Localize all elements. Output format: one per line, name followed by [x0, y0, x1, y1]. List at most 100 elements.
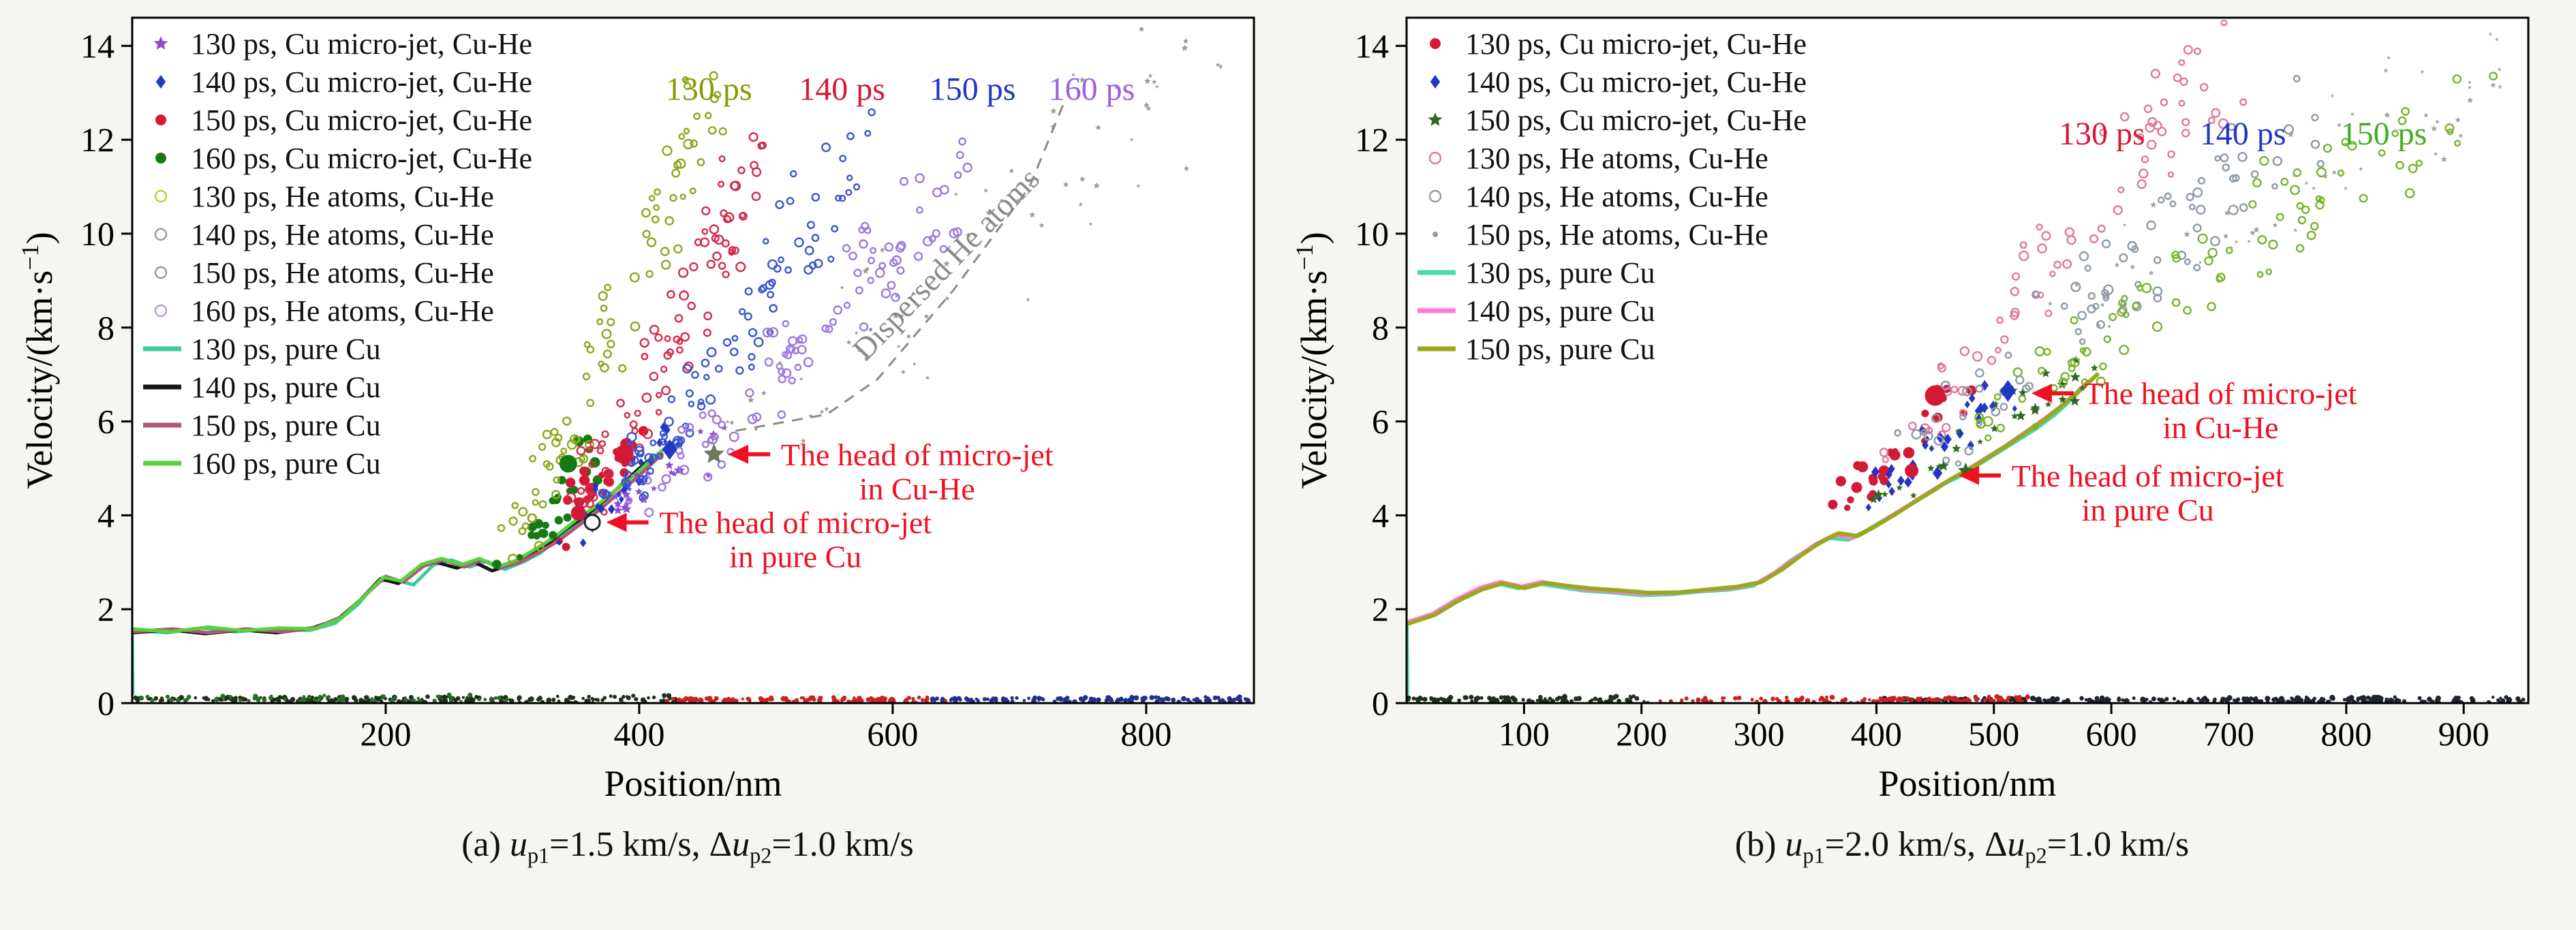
y-axis-title: Velocity/(km·s−1)	[16, 232, 60, 489]
time-label: 160 ps	[1049, 72, 1135, 108]
caption-b: (b) up1=2.0 km/s, Δup2=1.0 km/s	[1291, 824, 2545, 868]
legend-item: 140 ps, Cu micro-jet, Cu-He	[155, 65, 532, 99]
legend-label: 130 ps, He atoms, Cu-He	[191, 180, 494, 213]
y-tick-label: 14	[80, 27, 114, 65]
time-label: 140 ps	[799, 72, 885, 108]
legend: 130 ps, Cu micro-jet, Cu-He 140 ps, Cu mi…	[1417, 27, 1807, 366]
legend-label: 160 ps, He atoms, Cu-He	[191, 294, 494, 328]
x-tick-label: 900	[2438, 715, 2489, 753]
annotation-text-line2: in Cu-He	[859, 471, 975, 506]
legend-label: 130 ps, He atoms, Cu-He	[1465, 142, 1768, 175]
caption-segment: =1.0 km/s	[2046, 825, 2190, 864]
x-tick-label: 100	[1499, 715, 1550, 753]
x-tick-label: 600	[2086, 715, 2137, 753]
dispersed-boundary-line	[735, 99, 1067, 432]
legend-label: 160 ps, Cu micro-jet, Cu-He	[191, 142, 532, 175]
legend-item: 160 ps, pure Cu	[143, 447, 381, 480]
legend-item: 150 ps, He atoms, Cu-He	[154, 256, 494, 290]
y-tick-label: 4	[1372, 496, 1389, 534]
panel-a: 200 400 600 800 0 2 4 6 8 10 12 14 Position/nm Veloci…	[16, 7, 1270, 868]
legend-item: 150 ps, He atoms, Cu-He	[1432, 218, 1768, 251]
x-tick-label: 300	[1734, 715, 1785, 753]
arrow-icon	[728, 444, 749, 464]
legend-label: 140 ps, He atoms, Cu-He	[191, 218, 494, 251]
cloud-he-band-140	[566, 132, 767, 516]
legend-label: 140 ps, Cu micro-jet, Cu-He	[191, 65, 532, 99]
y-axis-title: Velocity/(km·s−1)	[1291, 232, 1334, 489]
cloud-jet-150	[1869, 356, 2098, 503]
legend-item: 150 ps, pure Cu	[143, 409, 381, 442]
caption-a: (a) up1=1.5 km/s, Δup2=1.0 km/s	[16, 824, 1270, 868]
y-tick-label: 2	[97, 590, 114, 628]
x-tick-label: 200	[1616, 715, 1667, 753]
legend-item: 140 ps, Cu micro-jet, Cu-He	[1430, 65, 1807, 99]
y-tick-label: 12	[1355, 121, 1389, 159]
caption-segment: =2.0 km/s, Δ	[1824, 825, 2008, 864]
annotation-text-line1: The head of micro-jet	[781, 437, 1054, 472]
annotation-text-line1: The head of micro-jet	[2012, 459, 2284, 493]
y-tick-label: 4	[97, 496, 114, 534]
legend-item: 140 ps, He atoms, Cu-He	[1428, 180, 1768, 213]
annotation-text-line2: in pure Cu	[729, 540, 861, 574]
y-tick-label: 0	[97, 684, 114, 722]
legend-item: 140 ps, pure Cu	[1417, 294, 1655, 328]
legend-label: 150 ps, Cu micro-jet, Cu-He	[1465, 104, 1807, 137]
y-tick-label: 12	[80, 121, 114, 159]
legend-item: 160 ps, He atoms, Cu-He	[154, 294, 494, 328]
y-tick-label: 8	[1372, 309, 1389, 347]
caption-segment: p1	[1803, 843, 1825, 868]
legend-label: 150 ps, Cu micro-jet, Cu-He	[191, 104, 532, 137]
time-label: 150 ps	[2341, 116, 2427, 152]
legend-label: 150 ps, He atoms, Cu-He	[191, 256, 494, 290]
caption-segment: =1.5 km/s, Δ	[549, 825, 733, 864]
legend-label: 140 ps, Cu micro-jet, Cu-He	[1465, 65, 1807, 99]
y-axis: 0 2 4 6 8 10 12 14	[1355, 27, 1407, 722]
arrow-icon	[606, 512, 627, 532]
x-tick-label: 600	[867, 715, 918, 753]
cloud-he-band-130	[497, 71, 727, 564]
time-label: 130 ps	[666, 72, 752, 108]
legend: 130 ps, Cu micro-jet, Cu-He 140 ps, Cu mi…	[143, 27, 532, 480]
legend-item: 150 ps, pure Cu	[1417, 332, 1655, 366]
caption-segment: (b)	[1734, 825, 1785, 864]
y-tick-label: 8	[97, 309, 114, 347]
x-axis: 100 200 300 400 500 600 700 800 900	[1499, 703, 2489, 753]
legend-item: 140 ps, pure Cu	[143, 371, 381, 404]
time-label: 140 ps	[2200, 116, 2286, 152]
legend-label: 150 ps, pure Cu	[1465, 332, 1655, 366]
cloud-baseline-green	[138, 692, 509, 703]
caption-segment: u	[732, 825, 750, 864]
legend-item: 160 ps, Cu micro-jet, Cu-He	[155, 142, 532, 175]
x-tick-label: 700	[2203, 715, 2254, 753]
x-axis-title: Position/nm	[1878, 763, 2056, 804]
annotation-text-line1: The head of micro-jet	[659, 506, 932, 540]
y-tick-label: 6	[97, 403, 114, 441]
caption-segment: (a)	[461, 825, 510, 864]
caption-segment: u	[2007, 825, 2025, 864]
legend-label: 130 ps, Cu micro-jet, Cu-He	[191, 27, 532, 61]
y-axis: 0 2 4 6 8 10 12 14	[80, 27, 132, 722]
legend-label: 130 ps, pure Cu	[1465, 256, 1655, 290]
x-tick-label: 500	[1968, 715, 2019, 753]
legend-item: 150 ps, Cu micro-jet, Cu-He	[155, 104, 532, 137]
y-tick-label: 10	[1355, 215, 1389, 253]
y-tick-label: 0	[1372, 684, 1389, 722]
legend-label: 140 ps, He atoms, Cu-He	[1465, 180, 1768, 213]
plot-frame	[131, 16, 1255, 704]
caption-segment: =1.0 km/s	[771, 825, 914, 864]
legend-label: 130 ps, Cu micro-jet, Cu-He	[1465, 27, 1807, 61]
cloud-baseline-red	[664, 695, 948, 703]
legend-item: 130 ps, He atoms, Cu-He	[1428, 142, 1768, 175]
panel-b: 100 200 300 400 500 600 700 800 900 0 2 4 6 8 10 12 14 Po…	[1291, 7, 2545, 868]
x-tick-label: 200	[360, 715, 411, 753]
x-axis: 200 400 600 800	[360, 703, 1171, 753]
x-tick-label: 800	[2320, 715, 2372, 753]
line-pure-cu-160	[132, 441, 674, 634]
y-tick-label: 14	[1355, 27, 1389, 65]
caption-segment: p1	[527, 843, 550, 868]
cloud-he-130	[1879, 19, 2248, 463]
